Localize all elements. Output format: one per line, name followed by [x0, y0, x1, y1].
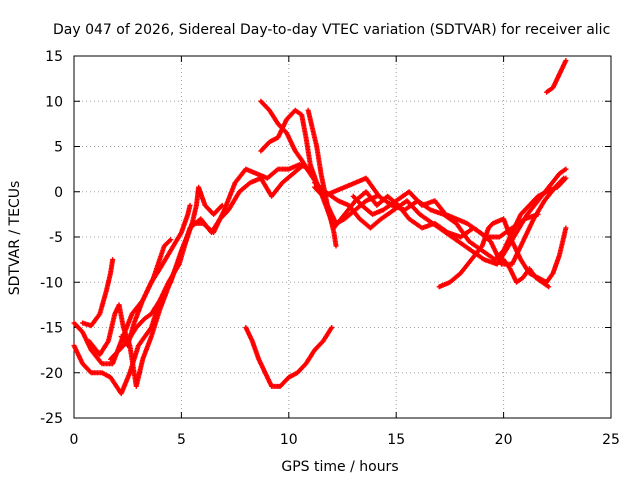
data-points [71, 58, 569, 397]
y-tick-label: -15 [40, 321, 63, 337]
data-point [187, 202, 193, 208]
data-point [563, 166, 569, 172]
data-point [333, 243, 339, 249]
y-tick-label: -25 [40, 411, 63, 427]
y-tick-label: -5 [49, 230, 63, 246]
series-15 [501, 257, 552, 290]
x-tick-label: 10 [280, 432, 298, 448]
y-tick-label: -20 [40, 366, 63, 382]
series-16 [544, 58, 569, 95]
series-3 [80, 257, 116, 329]
data-point [110, 257, 116, 263]
y-tick-label: 10 [45, 94, 63, 110]
x-tick-label: 0 [70, 432, 79, 448]
chart-title: Day 047 of 2026, Sidereal Day-to-day VTE… [53, 22, 610, 38]
data-point [563, 225, 569, 231]
series-14 [436, 216, 569, 290]
data-point [561, 175, 567, 181]
series-8 [258, 107, 380, 226]
x-tick-label: 20 [495, 432, 513, 448]
series-13 [350, 175, 567, 267]
series-6 [118, 202, 193, 349]
data-point [168, 237, 174, 243]
x-tick-label: 25 [602, 432, 620, 448]
grid [74, 56, 611, 418]
y-axis: -25 -20 -15 -10 -5 0 5 10 15 [40, 49, 611, 427]
series-12 [312, 166, 569, 267]
y-tick-label: 15 [45, 49, 63, 65]
data-point [219, 202, 225, 208]
y-tick-label: -10 [40, 275, 63, 291]
x-axis: 0 5 10 15 20 25 [70, 56, 620, 448]
data-point [563, 58, 569, 64]
data-point [329, 325, 335, 330]
data-point [546, 284, 552, 290]
x-tick-label: 15 [387, 432, 405, 448]
y-tick-label: 5 [54, 140, 63, 156]
x-axis-label: GPS time / hours [281, 459, 398, 475]
y-axis-label: SDTVAR / TECUs [7, 181, 23, 296]
series-7 [243, 325, 335, 389]
series-10 [305, 107, 339, 249]
y-tick-label: 0 [54, 185, 63, 201]
x-tick-label: 5 [177, 432, 186, 448]
